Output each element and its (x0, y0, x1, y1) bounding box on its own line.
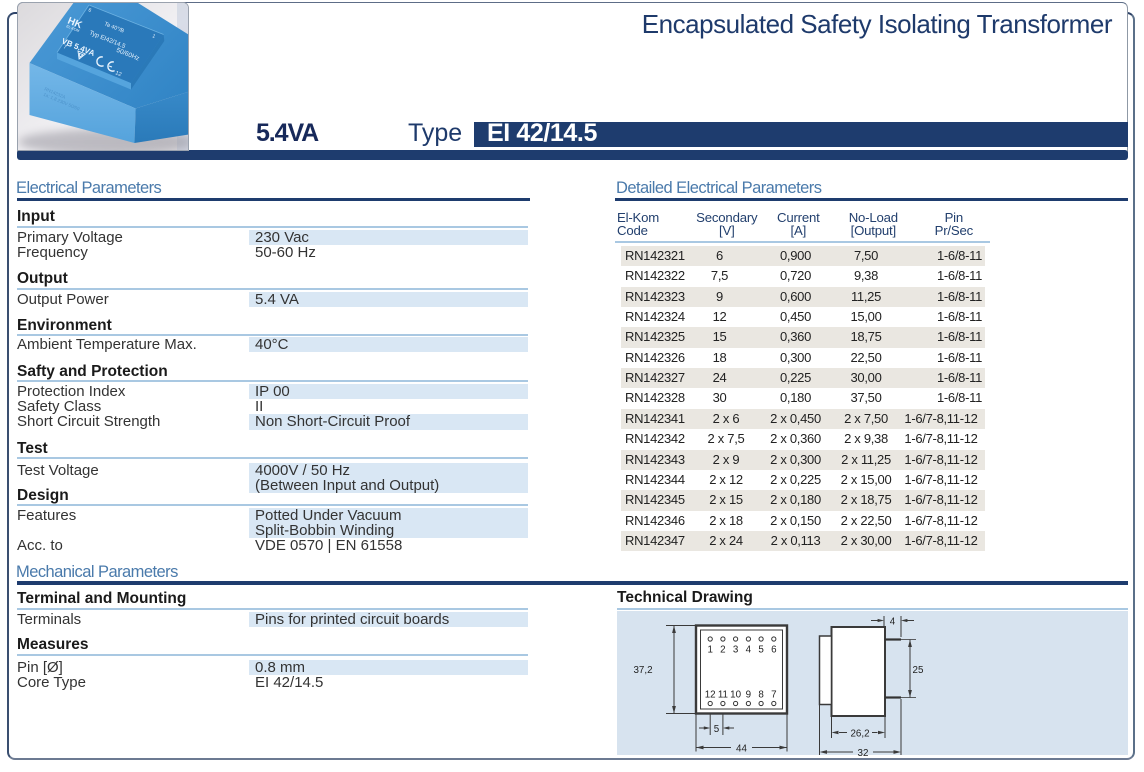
svg-text:12: 12 (114, 70, 122, 78)
svg-text:32: 32 (858, 748, 869, 756)
svg-text:4: 4 (890, 617, 896, 628)
svg-text:5: 5 (758, 645, 764, 656)
svg-text:HK: HK (66, 16, 84, 32)
svg-text:EL-KOM: EL-KOM (66, 24, 80, 33)
svg-text:10: 10 (730, 690, 741, 701)
svg-text:1: 1 (151, 33, 156, 40)
svg-text:2: 2 (720, 645, 725, 656)
svg-text:1: 1 (707, 645, 712, 656)
svg-text:7: 7 (62, 44, 67, 51)
svg-text:26,2: 26,2 (850, 729, 869, 740)
svg-text:44: 44 (736, 744, 747, 755)
svg-text:5: 5 (714, 724, 720, 735)
svg-text:3: 3 (733, 645, 739, 656)
svg-text:9: 9 (746, 690, 751, 701)
svg-text:4: 4 (746, 645, 752, 656)
svg-text:6: 6 (87, 7, 92, 14)
svg-text:8: 8 (758, 690, 764, 701)
svg-text:7: 7 (771, 690, 776, 701)
svg-text:11: 11 (718, 690, 728, 701)
svg-text:12: 12 (705, 690, 716, 701)
svg-text:6: 6 (771, 645, 777, 656)
svg-text:25: 25 (913, 665, 924, 676)
svg-text:37,2: 37,2 (633, 665, 652, 676)
